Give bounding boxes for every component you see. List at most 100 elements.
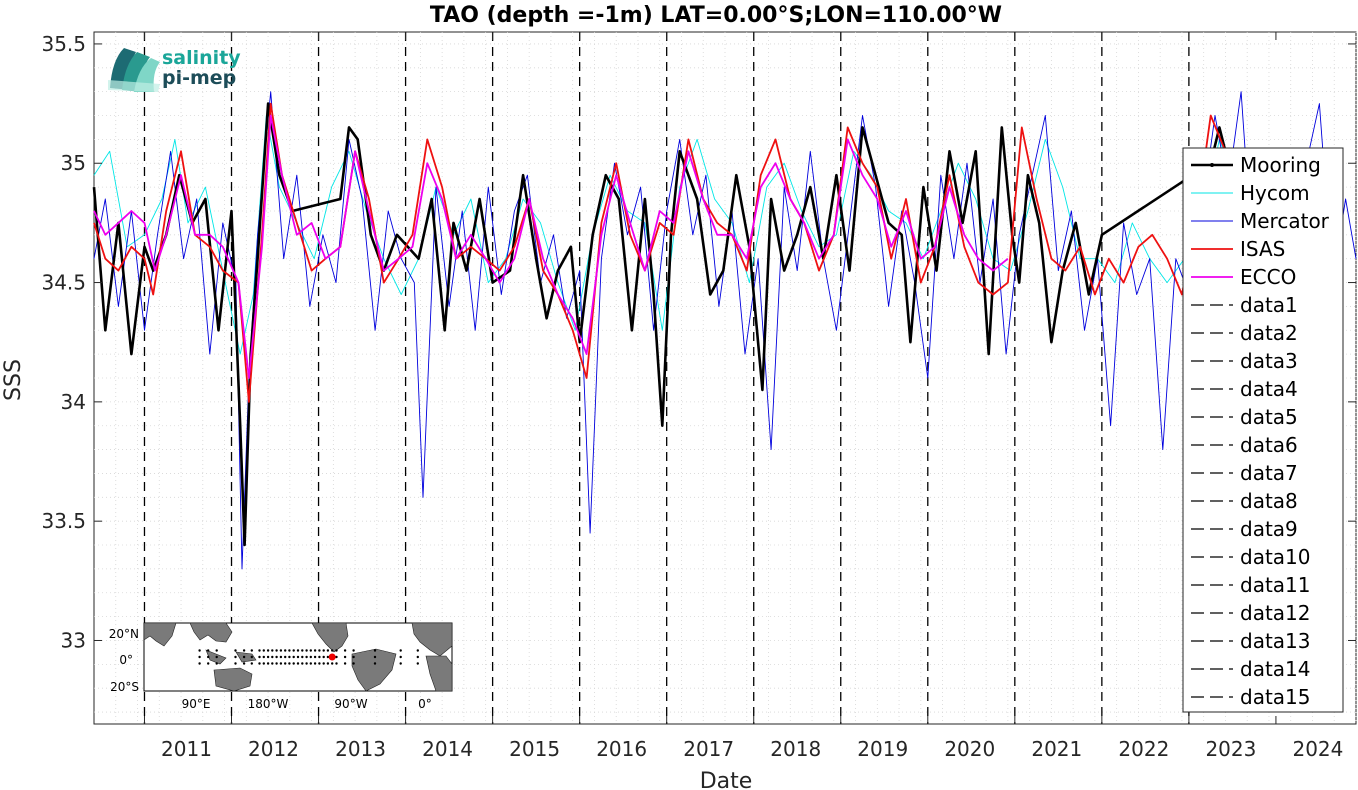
map-station-dot <box>326 649 330 652</box>
x-tick-label: 2018 <box>770 737 821 761</box>
map-station-dot <box>343 655 347 659</box>
map-station-dot <box>296 655 300 659</box>
y-tick-label: 34 <box>61 390 86 414</box>
map-station-dot <box>335 655 338 659</box>
map-station-dot <box>266 655 270 659</box>
logo-wave-icon <box>108 48 160 92</box>
map-station-dot <box>279 649 283 652</box>
data-series <box>92 91 1357 570</box>
map-station-dot <box>266 662 270 665</box>
inset-map-stations <box>198 649 419 665</box>
map-station-dot <box>288 662 291 665</box>
y-tick-label: 33.5 <box>41 509 86 533</box>
map-station-dot <box>250 649 253 652</box>
legend-label-data12: data12 <box>1240 601 1311 625</box>
map-station-dot <box>352 662 355 665</box>
map-station-dot <box>335 649 338 652</box>
map-station-dot <box>234 655 237 659</box>
map-station-dot <box>296 662 300 665</box>
logo-line-1: salinity <box>162 47 241 69</box>
map-station-dot <box>198 662 201 665</box>
map-lon-label-4: 0° <box>418 697 432 711</box>
x-tick-label: 2014 <box>422 737 473 761</box>
map-station-dot <box>271 649 274 652</box>
map-station-dot <box>416 649 419 652</box>
map-station-dot <box>275 662 278 665</box>
map-station-dot <box>250 655 253 659</box>
legend-box <box>1182 147 1344 713</box>
logo-line-2: pi-mep <box>162 67 236 89</box>
legend-label-data14: data14 <box>1240 657 1311 681</box>
map-station-dot <box>399 655 402 659</box>
map-station-dot <box>335 662 338 665</box>
map-station-dot <box>292 655 295 659</box>
map-station-dot <box>343 649 347 652</box>
series-line-ecco <box>93 114 1009 379</box>
map-station-dot <box>373 649 377 652</box>
y-axis-ticks: 33 33.5 34 34.5 35 35.5 <box>41 32 1356 652</box>
map-station-dot <box>207 649 210 652</box>
map-station-dot <box>399 662 402 665</box>
map-station-dot <box>318 649 321 652</box>
legend-label-data1: data1 <box>1240 293 1298 317</box>
map-station-dot <box>271 662 274 665</box>
map-station-dot <box>262 655 265 659</box>
map-station-dot <box>309 662 312 665</box>
map-station-dot <box>258 649 261 652</box>
map-station-dot <box>305 662 308 665</box>
map-station-dot <box>262 649 265 652</box>
map-lon-label-2: 180°W <box>248 697 289 711</box>
map-lat-label-2: 0° <box>119 653 133 667</box>
map-station-dot <box>198 649 201 652</box>
map-station-dot <box>352 649 355 652</box>
map-station-dot <box>266 649 270 652</box>
map-station-dot <box>262 662 265 665</box>
map-lon-label-1: 90°E <box>182 697 211 711</box>
map-station-dot <box>275 649 278 652</box>
legend-label-ecco: ECCO <box>1240 265 1296 289</box>
x-tick-label: 2015 <box>509 737 560 761</box>
map-station-dot <box>288 655 291 659</box>
legend-marker-mooring <box>1210 163 1214 167</box>
map-station-dot <box>292 649 295 652</box>
inset-map-land <box>143 622 453 692</box>
x-tick-label: 2011 <box>161 737 212 761</box>
map-station-dot <box>309 649 312 652</box>
y-tick-label: 34.5 <box>41 271 86 295</box>
map-station-dot <box>258 655 261 659</box>
map-station-dot <box>318 655 321 659</box>
map-station-dot <box>234 649 237 652</box>
x-tick-label: 2023 <box>1205 737 1256 761</box>
map-station-dot <box>250 662 253 665</box>
legend-items: Mooring Hycom Mercator ISAS ECCO data1 data2 da… <box>1191 153 1330 709</box>
x-tick-label: 2022 <box>1118 737 1169 761</box>
legend-label-data11: data11 <box>1240 573 1311 597</box>
map-station-dot <box>284 655 287 659</box>
legend-label-data8: data8 <box>1240 489 1298 513</box>
map-station-dot <box>258 662 261 665</box>
x-tick-label: 2017 <box>683 737 734 761</box>
salinity-pi-mep-logo: salinity pi-mep <box>108 47 241 92</box>
map-station-dot <box>313 662 317 665</box>
map-station-dot <box>326 655 330 659</box>
map-station-dot <box>343 662 347 665</box>
legend-label-data4: data4 <box>1240 377 1298 401</box>
map-station-dot <box>242 662 246 665</box>
y-tick-label: 35.5 <box>41 32 86 56</box>
series-line-mercator <box>93 91 1357 570</box>
map-station-dot <box>313 655 317 659</box>
map-station-dot <box>279 655 283 659</box>
map-station-dot <box>207 655 210 659</box>
legend-label-data9: data9 <box>1240 517 1298 541</box>
map-station-dot <box>373 662 377 665</box>
map-station-dot <box>292 662 295 665</box>
map-station-dot <box>399 649 402 652</box>
map-station-dot <box>301 662 304 665</box>
x-tick-label: 2024 <box>1292 737 1343 761</box>
map-station-dot <box>242 649 246 652</box>
map-station-dot <box>271 655 274 659</box>
x-tick-label: 2021 <box>1031 737 1082 761</box>
x-tick-label: 2012 <box>248 737 299 761</box>
map-station-dot <box>309 655 312 659</box>
